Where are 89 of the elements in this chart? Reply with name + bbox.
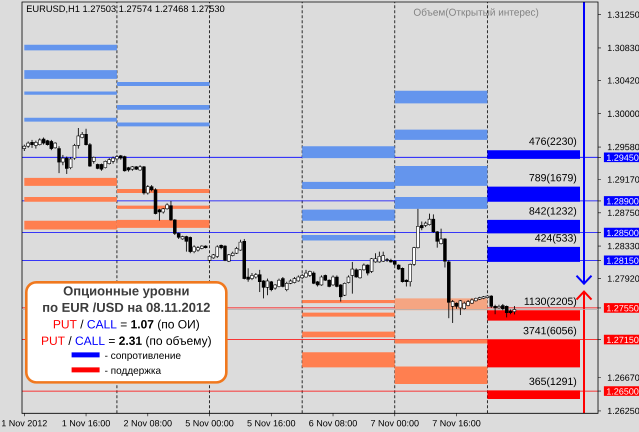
annotation: 365(1291) <box>529 377 576 388</box>
y-tick-label: 1.26670 <box>608 374 639 381</box>
annotation: CALL <box>87 320 117 328</box>
bar <box>116 105 210 110</box>
x-tick-label: 1 Nov 2012 <box>2 420 47 426</box>
candlestick <box>331 274 335 286</box>
y-tick-label: 1.30000 <box>608 110 639 117</box>
annotation: 789(1679) <box>529 174 576 184</box>
y-tick-label: 1.29450 <box>606 154 638 161</box>
bar <box>116 82 210 86</box>
bar <box>24 70 117 79</box>
bar <box>394 130 488 140</box>
text: Опционные уровни <box>64 286 189 298</box>
annotation: = 2.31 (по объему) <box>108 336 211 348</box>
y-tick-label: 1.28330 <box>608 242 639 250</box>
y-tick-label: 1.27150 <box>606 336 638 344</box>
annotation: CALL <box>76 336 105 345</box>
candlestick <box>122 155 126 172</box>
annotation: 842(1232) <box>529 206 576 217</box>
x-tick-label: 5 Nov 16:00 <box>247 420 296 426</box>
y-tick-label: 1.28900 <box>606 198 638 204</box>
bar <box>394 90 488 104</box>
annotation: 3741(6056) <box>524 326 576 336</box>
y-tick-label: 1.26500 <box>606 388 638 395</box>
bar <box>24 92 117 95</box>
x-tick-label: 7 Nov 16:00 <box>432 420 480 426</box>
x-tick-label: 1 Nov 16:00 <box>62 420 110 426</box>
bar <box>302 210 395 221</box>
y-tick-label: 1.28750 <box>608 210 639 216</box>
candlestick <box>223 244 227 262</box>
x-tick-label: 7 Nov 00:00 <box>370 420 419 426</box>
candlestick <box>320 274 324 286</box>
text: по EUR /USD на 08.11.2012 <box>43 302 210 312</box>
annotation: PUT <box>54 320 77 328</box>
bar <box>302 300 395 304</box>
annotation: / <box>68 336 72 345</box>
legend-label: - сопротивление <box>105 353 181 361</box>
candlestick <box>354 268 358 278</box>
bar <box>487 310 580 321</box>
annotation: / <box>80 320 84 328</box>
candlestick <box>184 235 188 252</box>
annotation: Объем(Открытый интерес) <box>414 8 538 18</box>
candlestick <box>350 262 354 294</box>
candlestick <box>381 251 385 262</box>
bar <box>302 332 395 338</box>
candlestick <box>400 267 404 283</box>
bar <box>24 44 117 50</box>
candlestick <box>458 300 462 316</box>
annotation: 1130(2205) <box>524 297 576 308</box>
annotation: PUT <box>42 336 65 345</box>
y-tick-label: 1.28500 <box>606 230 638 236</box>
y-tick-label: 1.26250 <box>608 408 639 414</box>
annotation: 424(533) <box>535 234 576 244</box>
x-tick-label: 2 Nov 08:00 <box>124 420 172 426</box>
candlestick <box>266 278 270 296</box>
bar <box>24 196 117 202</box>
candlestick <box>50 139 54 151</box>
y-tick-label: 1.31250 <box>608 11 639 18</box>
bar <box>302 312 395 317</box>
candlestick <box>312 271 316 285</box>
bar <box>116 122 210 126</box>
annotation: 476(2230) <box>529 137 576 147</box>
candlestick <box>504 305 508 318</box>
bar <box>302 234 395 241</box>
chart-title: EURUSD,H1 1.27503 1.27574 1.27468 1.27530 <box>26 5 224 14</box>
x-tick-label: 6 Nov 08:00 <box>309 420 357 426</box>
legend-label: - поддержка <box>105 368 162 376</box>
bar <box>302 146 395 158</box>
candlestick <box>188 236 192 254</box>
candlestick <box>216 244 220 258</box>
candlestick <box>57 146 61 174</box>
y-tick-label: 1.30830 <box>608 44 639 52</box>
bar <box>394 340 488 344</box>
candlestick <box>65 156 68 174</box>
y-tick-label: 1.27920 <box>608 275 639 282</box>
y-tick-label: 1.27550 <box>606 305 638 312</box>
candlestick <box>284 281 288 292</box>
y-tick-label: 1.28150 <box>606 257 638 264</box>
y-tick-label: 1.30420 <box>608 77 639 84</box>
candlestick <box>281 276 285 288</box>
y-tick-label: 1.29580 <box>608 144 639 150</box>
y-tick-label: 1.29170 <box>608 176 639 183</box>
bar <box>394 196 488 209</box>
x-tick-label: 5 Nov 00:00 <box>186 420 234 426</box>
bar <box>24 178 117 186</box>
bar <box>24 118 117 122</box>
candlestick <box>270 280 274 292</box>
candlestick <box>370 258 374 274</box>
annotation: = 1.07 (по ОИ) <box>120 320 199 331</box>
